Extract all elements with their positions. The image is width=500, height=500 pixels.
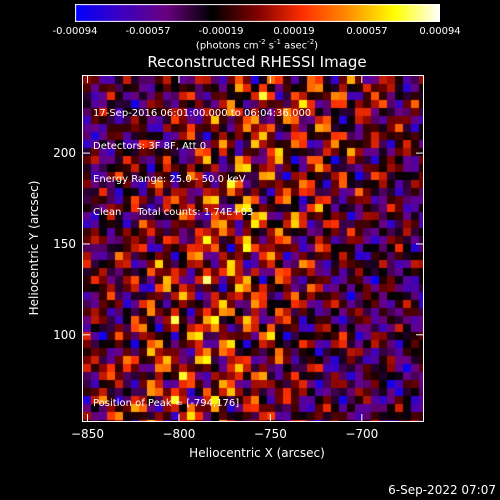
plot-area: 17-Sep-2016 06:01:00.000 to 06:04:36.000… bbox=[82, 75, 424, 422]
y-axis-label: Heliocentric Y (arcsec) bbox=[27, 180, 41, 316]
x-tick-label: −700 bbox=[345, 427, 378, 441]
colorbar bbox=[75, 4, 440, 22]
chart-title: Reconstructed RHESSI Image bbox=[147, 53, 367, 71]
y-tick-label: 200 bbox=[53, 146, 76, 160]
colorbar-tick-label: -0.00057 bbox=[125, 26, 171, 37]
x-tick-label: −850 bbox=[71, 427, 104, 441]
info-line-detectors: Detectors: 3F 8F, Att 0 bbox=[93, 141, 207, 152]
colorbar-tick-label: 0.00094 bbox=[419, 26, 461, 37]
info-line-clean: Clean Total counts: 1.74E+03 bbox=[93, 207, 254, 218]
x-tick-label: −750 bbox=[254, 427, 287, 441]
peak-position-label: Position of Peak = [-794,176] bbox=[93, 398, 240, 409]
info-line-time: 17-Sep-2016 06:01:00.000 to 06:04:36.000 bbox=[93, 108, 312, 119]
y-tick-label: 100 bbox=[53, 328, 76, 342]
colorbar-tick-label: 0.00019 bbox=[273, 26, 315, 37]
colorbar-gradient bbox=[75, 4, 440, 22]
x-axis-label: Heliocentric X (arcsec) bbox=[189, 446, 325, 460]
info-overlay: 17-Sep-2016 06:01:00.000 to 06:04:36.000… bbox=[93, 86, 311, 240]
colorbar-units: (photons cm-2 s-1 asec-2) bbox=[195, 38, 319, 52]
colorbar-tick-label: 0.00057 bbox=[346, 26, 388, 37]
colorbar-tick-label: -0.00019 bbox=[198, 26, 244, 37]
info-line-energy: Energy Range: 25.0 - 50.0 keV bbox=[93, 174, 246, 185]
x-tick-label: −800 bbox=[162, 427, 195, 441]
timestamp: 6-Sep-2022 07:07 bbox=[388, 483, 496, 497]
heatmap-image bbox=[83, 76, 423, 421]
y-tick-label: 150 bbox=[53, 237, 76, 251]
colorbar-tick-label: -0.00094 bbox=[52, 26, 98, 37]
